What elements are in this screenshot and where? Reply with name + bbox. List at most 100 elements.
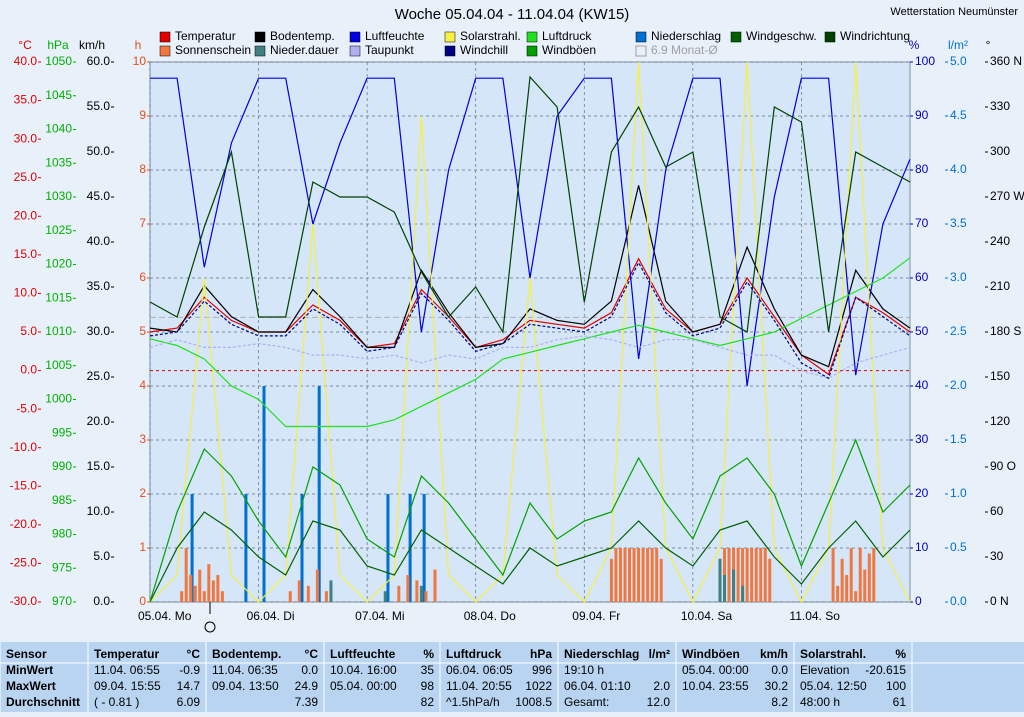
legend-swatch: [526, 45, 538, 57]
axis-title: °C: [18, 38, 32, 52]
bar: [297, 580, 301, 602]
y-tick-label: 1035: [45, 155, 72, 169]
bar: [317, 386, 321, 602]
legend-label: Taupunkt: [365, 43, 414, 57]
bar: [202, 591, 206, 602]
table-cell: 11.04. 20:55: [446, 679, 512, 693]
bar: [415, 580, 419, 602]
y-tick-label: 360 N: [990, 54, 1022, 68]
legend-swatch: [159, 31, 171, 43]
legend-label: Luftfeuchte: [365, 29, 425, 43]
table-cell: 10.04. 23:55: [682, 679, 749, 693]
legend-swatch: [730, 31, 742, 43]
table-cell: 48:00 h: [800, 695, 840, 709]
table-cell: 8.2: [771, 695, 788, 709]
y-tick-label: 70: [915, 216, 929, 230]
table-cell: 7.39: [295, 695, 319, 709]
bar: [609, 558, 613, 602]
table-cell: 06.04. 06:05: [446, 663, 513, 677]
bar: [406, 575, 410, 602]
bar: [216, 575, 220, 602]
table-header: Luftdruck: [446, 647, 502, 661]
y-tick-label: 270 W: [990, 189, 1024, 203]
table-cell: -0.9: [179, 663, 200, 677]
bar: [315, 569, 319, 602]
line: [149, 75, 911, 334]
bar: [732, 569, 736, 602]
y-tick-label: 25.0: [14, 170, 38, 184]
y-tick-label: -10.0: [10, 440, 38, 454]
y-tick-label: 0 N: [990, 594, 1009, 608]
axis-title: °: [986, 38, 991, 52]
y-tick-label: 9: [139, 108, 146, 122]
bar: [863, 569, 867, 602]
bar: [424, 591, 428, 602]
table-cell: 0.0: [301, 663, 318, 677]
y-tick-label: 35.0: [14, 93, 38, 107]
axis-title: hPa: [47, 38, 69, 52]
y-tick-label: 1025: [45, 223, 72, 237]
table-cell: 19:10 h: [564, 663, 604, 677]
legend-swatch: [444, 45, 456, 57]
bar: [836, 585, 840, 602]
x-tick-label: 08.04. Do: [464, 609, 516, 623]
bar: [190, 494, 194, 602]
y-tick-label: 20.0: [14, 208, 38, 222]
y-tick-label: 0.0: [93, 594, 110, 608]
table-cell: Gesamt:: [564, 695, 609, 709]
bar: [641, 548, 645, 602]
y-tick-label: 90: [915, 108, 929, 122]
bar: [655, 548, 659, 602]
table-cell: 6.09: [177, 695, 201, 709]
x-tick-label: 07.04. Mi: [355, 609, 404, 623]
bar: [184, 548, 188, 602]
legend-swatch: [159, 45, 171, 57]
y-tick-label: 45.0: [87, 189, 111, 203]
bar: [727, 548, 731, 602]
table-cell: 100: [886, 679, 906, 693]
bar: [718, 558, 722, 602]
y-tick-label: 40: [915, 378, 929, 392]
y-tick-label: 240: [990, 234, 1010, 248]
chart-title: Woche 05.04.04 - 11.04.04 (KW15): [395, 6, 630, 23]
bar: [329, 580, 333, 602]
y-tick-label: 100: [915, 54, 935, 68]
bar: [383, 591, 387, 602]
bar: [840, 558, 844, 602]
legend-label: Solarstrahl.: [460, 29, 521, 43]
y-tick-label: 300: [990, 144, 1010, 158]
y-tick-label: 2.5: [950, 324, 967, 338]
x-tick-label: 09.04. Fr: [572, 609, 620, 623]
table-unit: l/m²: [649, 647, 670, 661]
legend-label: Windrichtung: [840, 29, 910, 43]
y-tick-label: 55.0: [87, 99, 111, 113]
y-tick-label: 5: [139, 324, 146, 338]
bar: [397, 585, 401, 602]
y-tick-label: 0: [139, 594, 146, 608]
bar: [659, 558, 663, 602]
y-tick-label: 6: [139, 270, 146, 284]
bar: [759, 548, 763, 602]
bar: [220, 591, 224, 602]
table-cell: Elevation: [800, 663, 849, 677]
table-cell: 05.04. 00:00: [330, 679, 397, 693]
table-cell: 30.2: [765, 679, 789, 693]
y-tick-label: 330: [990, 99, 1010, 113]
bar: [849, 548, 853, 602]
station-name: Wetterstation Neumünster: [890, 6, 1018, 18]
table-cell: ( - 0.81 ): [94, 695, 139, 709]
y-tick-label: 5.0: [20, 324, 37, 338]
legend-label: Luftdruck: [542, 29, 592, 43]
y-tick-label: 1.5: [950, 432, 967, 446]
bar: [433, 569, 437, 602]
table-cell: 11.04. 06:55: [94, 663, 160, 677]
y-tick-label: 15.0: [87, 459, 111, 473]
y-tick-label: 60: [915, 270, 929, 284]
y-tick-label: 210: [990, 279, 1010, 293]
bar: [324, 591, 328, 602]
y-tick-label: 1045: [45, 88, 72, 102]
y-tick-label: 40.0: [87, 234, 111, 248]
y-tick-label: -30.0: [10, 594, 38, 608]
y-tick-label: 995: [52, 425, 72, 439]
